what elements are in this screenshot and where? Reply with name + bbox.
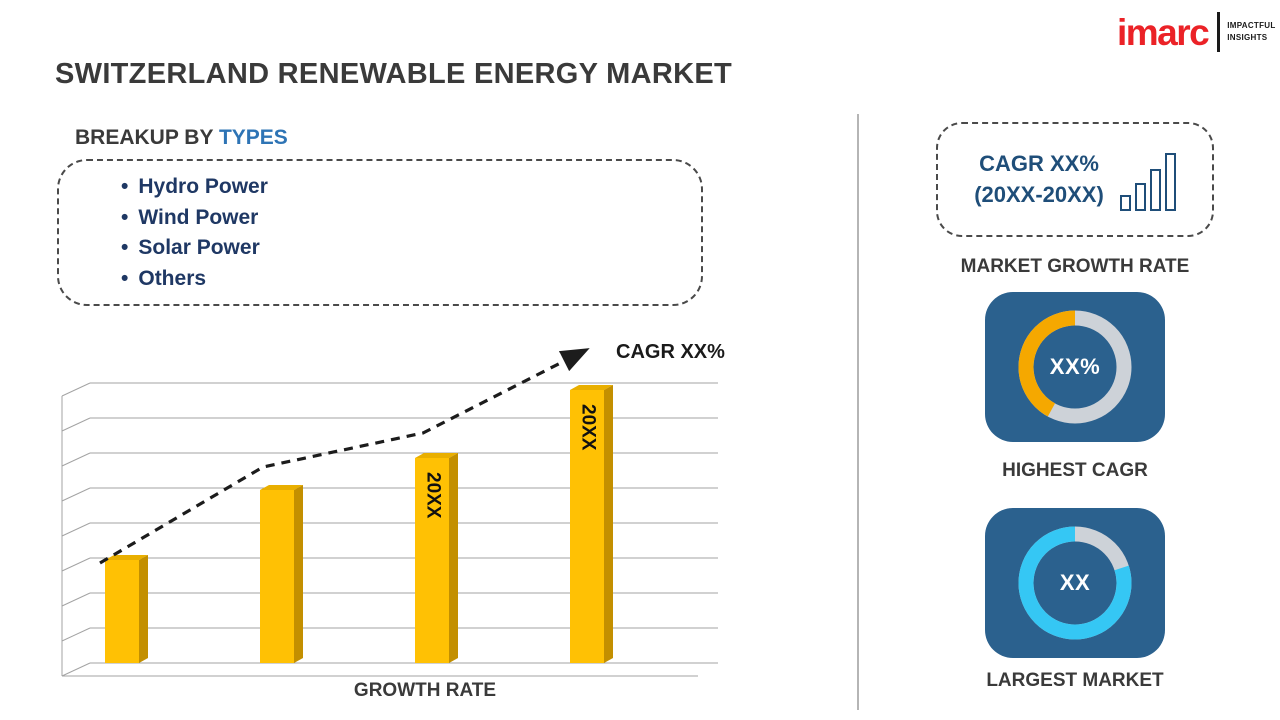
bar-side-face xyxy=(604,385,613,663)
breakup-heading-highlight: TYPES xyxy=(218,126,288,149)
market-growth-cagr-text: CAGR XX% (20XX-20XX) xyxy=(974,149,1104,211)
bar xyxy=(260,490,294,663)
type-item-hydro: Hydro Power xyxy=(121,172,701,203)
bar-side-face xyxy=(139,555,148,663)
logo-wordmark: imarc xyxy=(1117,11,1210,53)
growth-bar-chart: 20XX 20XX xyxy=(61,348,718,677)
logo-tagline-line1: IMPACTFUL xyxy=(1227,21,1276,31)
market-growth-card: CAGR XX% (20XX-20XX) xyxy=(936,122,1214,237)
market-growth-label: MARKET GROWTH RATE xyxy=(960,256,1190,277)
bar-chart-icon-bar4 xyxy=(1164,152,1176,211)
imarc-logo: imarc IMPACTFUL INSIGHTS xyxy=(1117,12,1276,52)
bar-chart-icon-bar1 xyxy=(1119,194,1131,211)
page-title: SWITZERLAND RENEWABLE ENERGY MARKET xyxy=(55,58,732,90)
largest-market-card: XX xyxy=(985,508,1165,658)
highest-cagr-label: HIGHEST CAGR xyxy=(1002,460,1148,481)
donut-arc xyxy=(1018,310,1132,424)
cagr-line1: CAGR XX% xyxy=(979,150,1099,176)
highest-cagr-value: XX% xyxy=(1049,354,1101,379)
bar-chart-icon xyxy=(1119,149,1176,211)
bar-top-face xyxy=(105,555,148,560)
breakup-heading: BREAKUP BY TYPES xyxy=(75,126,288,150)
cagr-trend-label: CAGR XX% xyxy=(616,341,725,363)
type-item-solar: Solar Power xyxy=(121,233,701,264)
logo-tagline: IMPACTFUL INSIGHTS xyxy=(1227,20,1275,43)
bar-top-face xyxy=(570,385,613,390)
largest-market-donut xyxy=(1018,526,1132,640)
highest-cagr-donut xyxy=(1018,310,1132,424)
highest-cagr-card: XX% xyxy=(985,292,1165,442)
largest-market-value: XX xyxy=(1059,570,1091,595)
section-divider xyxy=(857,114,859,710)
types-list: Hydro Power Wind Power Solar Power Other… xyxy=(121,172,701,294)
bar-chart-icon-bar2 xyxy=(1134,182,1146,211)
breakup-heading-prefix: BREAKUP BY xyxy=(75,126,219,149)
largest-market-label: LARGEST MARKET xyxy=(986,670,1164,691)
logo-tagline-line2: INSIGHTS xyxy=(1227,33,1268,42)
logo-divider xyxy=(1217,12,1221,52)
bar xyxy=(415,458,449,663)
cagr-line2: (20XX-20XX) xyxy=(974,181,1104,207)
growth-rate-axis-label: GROWTH RATE xyxy=(353,680,497,701)
types-box: Hydro Power Wind Power Solar Power Other… xyxy=(57,159,703,306)
bar-top-face xyxy=(260,485,303,490)
bar xyxy=(570,390,604,663)
bar-side-face xyxy=(449,453,458,663)
bar-top-face xyxy=(415,453,458,458)
bar-side-face xyxy=(294,485,303,663)
donut-arc xyxy=(1018,526,1132,640)
bar-label: 20XX xyxy=(578,404,599,451)
bar-label: 20XX xyxy=(423,472,444,519)
type-item-wind: Wind Power xyxy=(121,203,701,234)
type-item-others: Others xyxy=(121,264,701,295)
bar xyxy=(105,560,139,663)
bar-chart-icon-bar3 xyxy=(1149,168,1161,211)
